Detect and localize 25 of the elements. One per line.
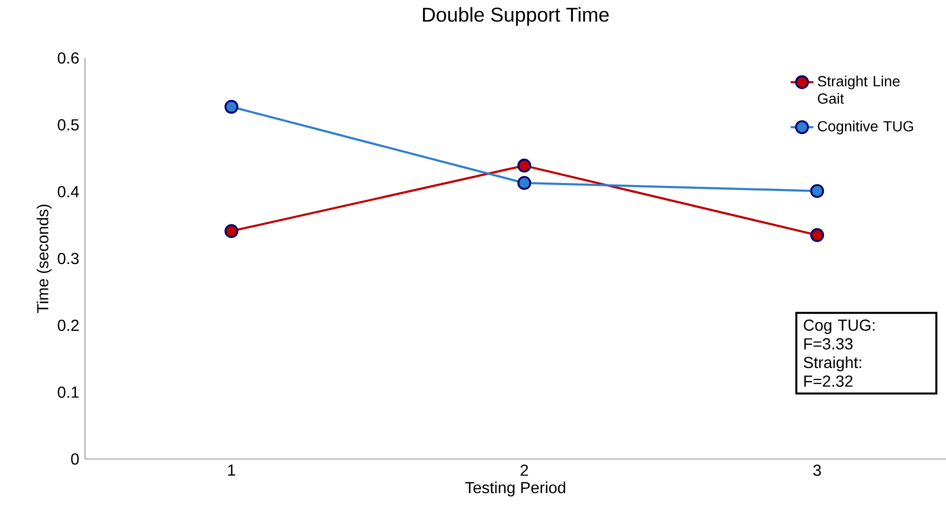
annotation: F=2.32 <box>804 376 852 387</box>
legend-label: Straight Line Gait <box>818 76 900 104</box>
y-tick-label: 0.6 <box>58 52 79 64</box>
point <box>517 176 532 190</box>
y-tick-label: 0.5 <box>58 119 79 130</box>
x-tick-label: 2 <box>520 464 528 476</box>
x-tick-label: 1 <box>228 464 236 476</box>
x-axis-title: Testing Period <box>465 482 566 496</box>
y-tick-label: 0 <box>71 453 79 465</box>
y-tick-label: 0.3 <box>58 252 79 264</box>
y-tick-label: 0.1 <box>58 386 79 398</box>
annotation: Cog TUG: <box>804 320 874 334</box>
point <box>810 184 824 198</box>
y-tick-label: 0.2 <box>58 320 79 331</box>
annotation: Straight: <box>804 356 862 372</box>
point <box>517 158 532 173</box>
legend-label: Cognitive TUG <box>818 120 914 134</box>
point <box>224 224 238 238</box>
x-tick-label: 3 <box>813 464 821 476</box>
point <box>224 100 238 114</box>
point <box>810 228 824 242</box>
annotation: F=3.33 <box>804 338 853 350</box>
y-tick-label: 0.4 <box>58 186 79 198</box>
y-axis-title: Time (seconds) <box>36 204 52 313</box>
chart-title: Double Support Time <box>423 7 609 26</box>
